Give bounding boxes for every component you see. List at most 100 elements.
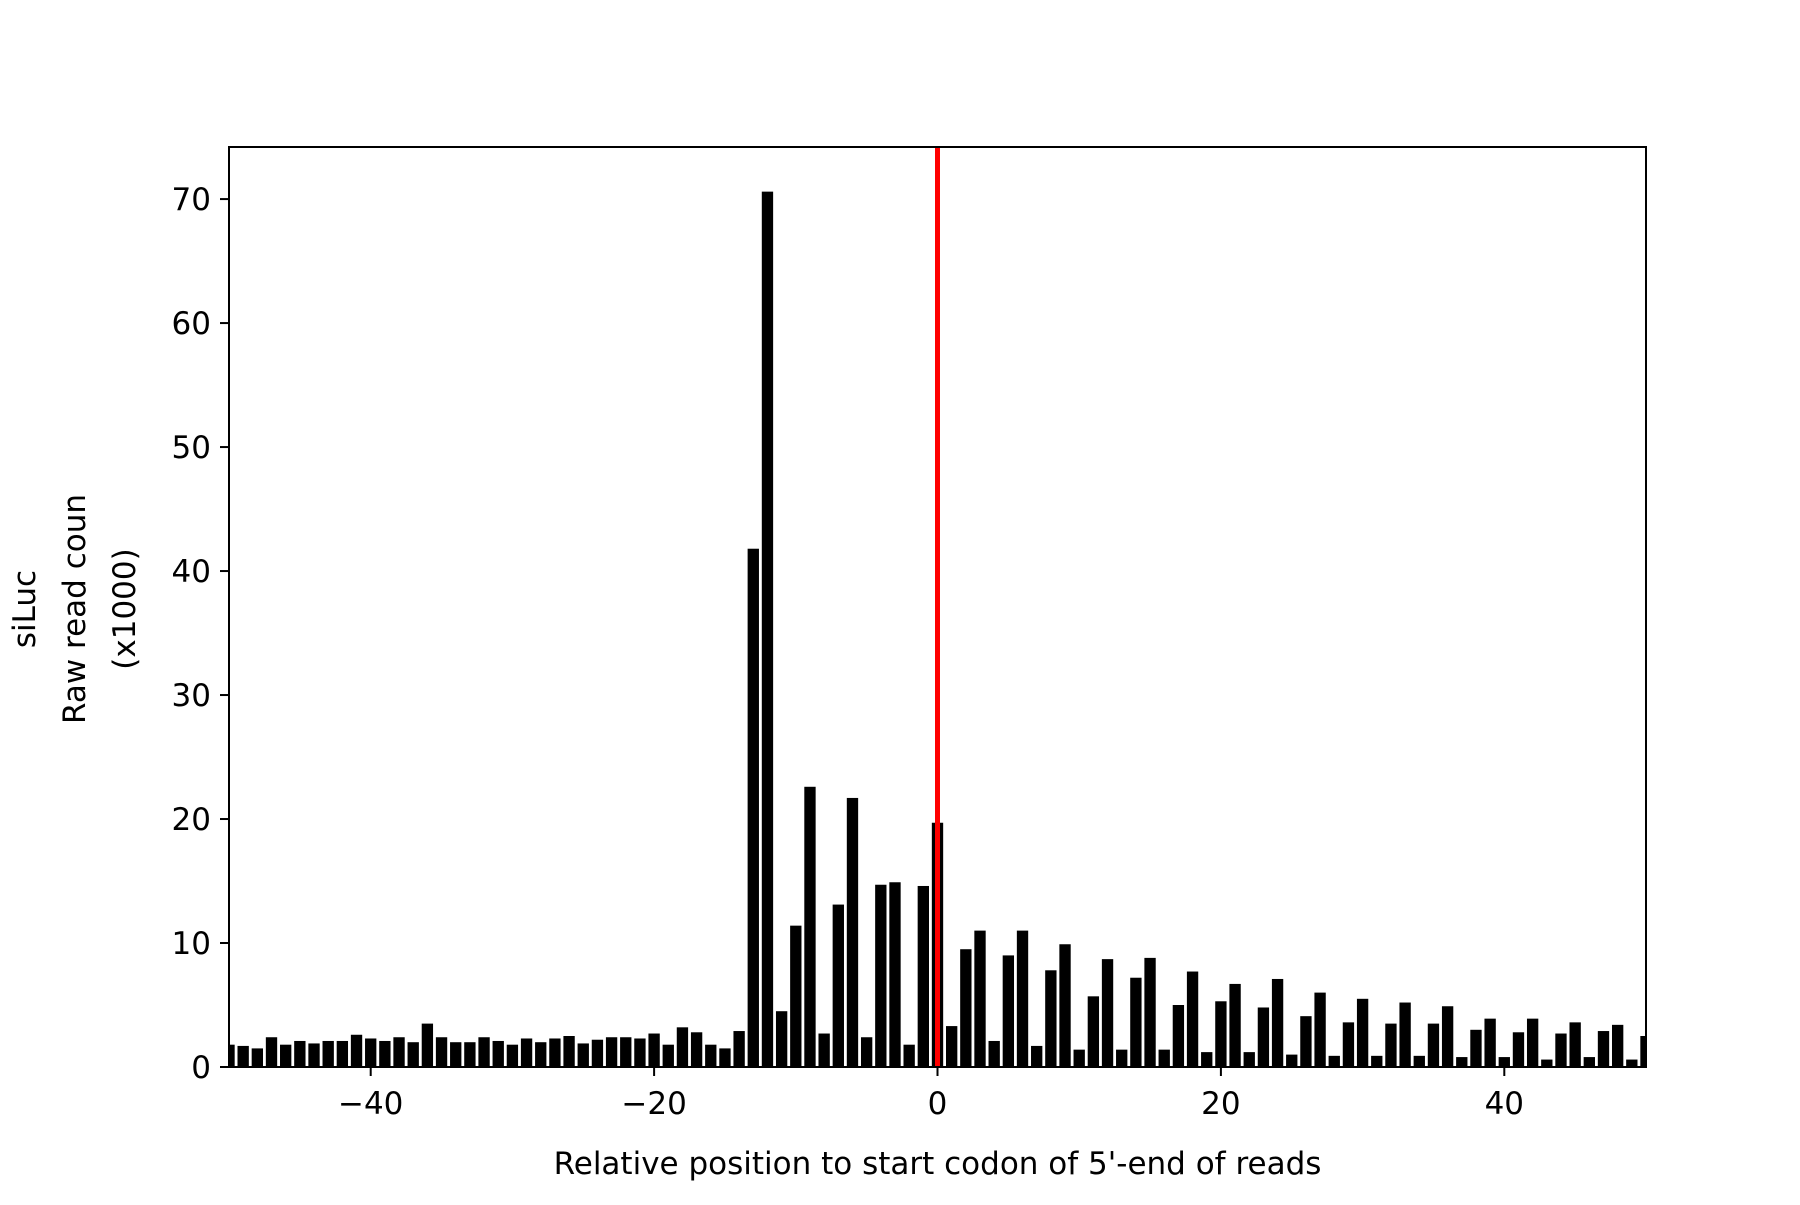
bar xyxy=(747,548,759,1067)
bar xyxy=(421,1023,434,1067)
bar xyxy=(1427,1023,1440,1067)
bar xyxy=(1215,1001,1227,1067)
bar xyxy=(1640,1036,1646,1067)
bars-layer xyxy=(229,191,1646,1067)
bar xyxy=(1229,983,1241,1067)
bar xyxy=(229,1044,235,1067)
bar xyxy=(1526,1018,1539,1067)
bar xyxy=(535,1042,547,1067)
bar xyxy=(1484,1018,1496,1067)
bar xyxy=(1583,1057,1595,1067)
bar xyxy=(1016,930,1029,1067)
bar xyxy=(1243,1052,1255,1067)
bar xyxy=(350,1034,363,1067)
bar xyxy=(1399,1002,1411,1067)
bar xyxy=(464,1042,476,1067)
bar xyxy=(1271,978,1284,1067)
bar xyxy=(648,1033,660,1067)
bar xyxy=(988,1040,1000,1067)
bar xyxy=(1441,1006,1454,1067)
bar xyxy=(478,1037,490,1067)
x-tick-label: −20 xyxy=(621,1086,686,1122)
bar xyxy=(549,1038,561,1067)
bar xyxy=(1569,1022,1581,1067)
bar xyxy=(1300,1016,1312,1067)
y-tick-label: 10 xyxy=(172,926,211,962)
bar xyxy=(365,1038,377,1067)
bar xyxy=(1101,959,1114,1067)
bar xyxy=(280,1044,292,1067)
bar xyxy=(251,1048,264,1067)
bar xyxy=(591,1039,604,1067)
bar xyxy=(1371,1055,1383,1067)
x-axis-label: Relative position to start codon of 5'-e… xyxy=(554,1146,1322,1182)
bar xyxy=(1087,996,1100,1067)
bar xyxy=(450,1042,462,1067)
bar xyxy=(265,1037,278,1067)
x-tick-label: 0 xyxy=(928,1086,948,1122)
bar xyxy=(407,1042,419,1067)
bar xyxy=(775,1011,788,1067)
bar xyxy=(1186,971,1199,1067)
bar xyxy=(1356,998,1369,1067)
bar xyxy=(1328,1055,1340,1067)
y-tick-label: 70 xyxy=(172,182,211,218)
bar xyxy=(790,925,802,1067)
y-ticks: 0 10 20 30 40 50 60 70 xyxy=(172,182,229,1086)
bar xyxy=(620,1037,632,1067)
bar xyxy=(577,1043,589,1067)
bar xyxy=(917,885,929,1067)
bar xyxy=(1257,1007,1270,1067)
bar xyxy=(294,1040,306,1067)
bar xyxy=(1626,1059,1638,1067)
bar xyxy=(1031,1045,1043,1067)
bar xyxy=(719,1048,731,1067)
bar xyxy=(336,1040,349,1067)
bar xyxy=(322,1040,334,1067)
bar xyxy=(308,1043,320,1067)
bar xyxy=(1541,1059,1553,1067)
y-axis-label-line: Raw read coun xyxy=(57,494,93,724)
bar xyxy=(1059,944,1071,1067)
bar xyxy=(1172,1005,1185,1067)
bar xyxy=(634,1038,646,1067)
bar xyxy=(605,1037,618,1067)
bar xyxy=(1498,1057,1510,1067)
bar xyxy=(435,1037,448,1067)
bar xyxy=(733,1031,745,1067)
bar xyxy=(761,191,774,1067)
bar xyxy=(1555,1033,1567,1067)
bar xyxy=(662,1044,674,1067)
bar xyxy=(946,1026,958,1067)
bar xyxy=(1116,1049,1128,1067)
bar xyxy=(846,797,859,1067)
bar xyxy=(1611,1024,1624,1067)
bar xyxy=(1413,1055,1425,1067)
bar xyxy=(832,904,844,1067)
bar xyxy=(903,1044,915,1067)
bar xyxy=(974,930,986,1067)
x-tick-label: 40 xyxy=(1485,1086,1524,1122)
bar xyxy=(1512,1032,1525,1067)
y-tick-label: 60 xyxy=(172,306,211,342)
bar xyxy=(1286,1054,1298,1067)
y-axis-label-line: (x1000) xyxy=(107,548,143,669)
bar xyxy=(676,1027,689,1067)
bar xyxy=(1045,970,1057,1067)
bar xyxy=(563,1036,575,1067)
bar xyxy=(1002,955,1015,1067)
bar xyxy=(1144,957,1156,1067)
bar xyxy=(1158,1049,1170,1067)
bar xyxy=(1470,1029,1482,1067)
bar xyxy=(1201,1052,1213,1067)
y-axis-label: siLuc Raw read coun (x1000) xyxy=(7,494,143,724)
y-tick-label: 0 xyxy=(191,1050,211,1086)
y-axis-label-line: siLuc xyxy=(7,570,43,648)
y-tick-label: 20 xyxy=(172,802,211,838)
bar xyxy=(1597,1031,1610,1067)
bar xyxy=(506,1044,519,1067)
bar xyxy=(1314,992,1326,1067)
bar xyxy=(393,1037,405,1067)
